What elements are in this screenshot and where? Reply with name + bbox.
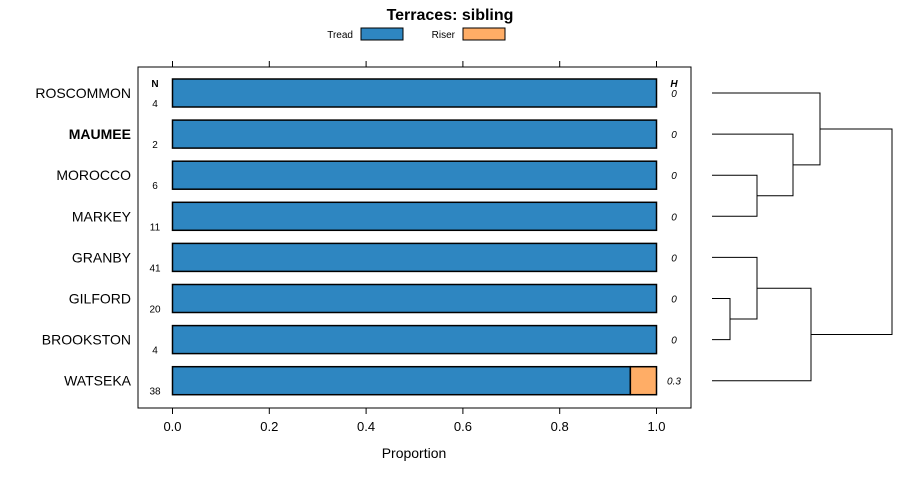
bar-tread bbox=[171, 119, 658, 149]
dendrogram-branch bbox=[712, 256, 758, 320]
row-brookston: BROOKSTON 4 0 bbox=[42, 324, 677, 357]
dendrogram bbox=[712, 92, 893, 382]
bar-riser bbox=[629, 365, 658, 396]
bar-tread bbox=[171, 324, 658, 355]
n-value: 4 bbox=[152, 346, 158, 357]
bar-tread bbox=[171, 201, 658, 232]
n-value: 11 bbox=[150, 222, 161, 233]
row-morocco: MOROCCO 6 0 bbox=[56, 160, 677, 192]
row-markey: MARKEY 11 0 bbox=[72, 201, 677, 233]
n-value: 20 bbox=[149, 305, 161, 316]
legend-label-tread: Tread bbox=[327, 30, 353, 41]
row-label: BROOKSTON bbox=[42, 332, 131, 348]
legend-label-riser: Riser bbox=[432, 30, 456, 41]
x-axis: 0.0 0.2 0.4 0.6 0.8 1.0 bbox=[163, 408, 666, 434]
h-column-header: H bbox=[670, 79, 678, 90]
row-label: WATSEKA bbox=[64, 373, 132, 389]
plot-frame bbox=[137, 66, 692, 409]
x-tick-label: 0.8 bbox=[551, 419, 569, 434]
n-value: 2 bbox=[152, 140, 158, 151]
h-value: 0 bbox=[671, 295, 677, 306]
dendrogram-branch bbox=[712, 133, 794, 197]
h-value: 0.3 bbox=[667, 377, 681, 388]
row-label: ROSCOMMON bbox=[35, 85, 131, 101]
row-label: GILFORD bbox=[69, 291, 131, 307]
n-value: 4 bbox=[152, 99, 158, 110]
dendrogram-branch bbox=[712, 287, 812, 382]
x-tick-label: 0.2 bbox=[260, 419, 278, 434]
row-label: MARKEY bbox=[72, 208, 132, 224]
row-maumee: MAUMEE 2 0 bbox=[69, 119, 677, 151]
n-value: 6 bbox=[152, 181, 158, 192]
x-axis-label: Proportion bbox=[382, 445, 447, 461]
row-watseka: WATSEKA 38 0.3 bbox=[64, 365, 681, 398]
legend-swatch-riser bbox=[462, 27, 506, 41]
top-axis-ticks bbox=[172, 61, 657, 67]
dendrogram-branch bbox=[712, 92, 821, 166]
legend-swatch-tread bbox=[360, 27, 404, 41]
row-label: MOROCCO bbox=[56, 167, 131, 183]
bar-tread bbox=[171, 160, 658, 190]
x-tick-label: 0.6 bbox=[454, 419, 472, 434]
bar-rows: ROSCOMMON40MAUMEE20MOROCCO60MARKEY110GRA… bbox=[35, 78, 681, 398]
bar-tread bbox=[171, 283, 658, 314]
h-value: 0 bbox=[671, 212, 677, 223]
x-tick-label: 0.0 bbox=[163, 419, 181, 434]
bar-tread bbox=[171, 365, 632, 396]
h-value: 0 bbox=[671, 89, 677, 100]
h-value: 0 bbox=[671, 336, 677, 347]
h-value: 0 bbox=[671, 253, 677, 264]
dendrogram-branch bbox=[811, 128, 893, 335]
row-label: MAUMEE bbox=[69, 126, 131, 142]
dendrogram-branch bbox=[712, 174, 758, 217]
bar-tread bbox=[171, 242, 658, 273]
legend: Tread Riser bbox=[327, 27, 506, 41]
h-value: 0 bbox=[671, 130, 677, 141]
row-granby: GRANBY 41 0 bbox=[72, 242, 677, 274]
x-tick-label: 1.0 bbox=[647, 419, 665, 434]
n-value: 41 bbox=[149, 263, 161, 274]
bar-tread bbox=[171, 78, 658, 108]
dendrogram-branch bbox=[712, 298, 731, 341]
x-tick-label: 0.4 bbox=[357, 419, 375, 434]
n-column-header: N bbox=[151, 79, 158, 90]
h-value: 0 bbox=[671, 171, 677, 182]
row-gilford: GILFORD 20 0 bbox=[69, 283, 677, 316]
row-roscommon: ROSCOMMON 4 0 bbox=[35, 78, 677, 110]
chart-title: Terraces: sibling bbox=[387, 7, 514, 24]
n-value: 38 bbox=[149, 387, 161, 398]
row-label: GRANBY bbox=[72, 249, 132, 265]
